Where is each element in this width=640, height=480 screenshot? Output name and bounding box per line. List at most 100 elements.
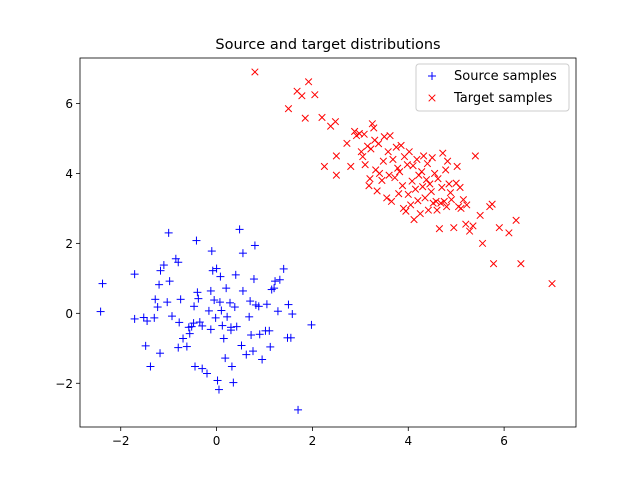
target-point — [465, 227, 474, 235]
source-point — [156, 266, 165, 275]
source-point — [146, 362, 155, 371]
source-point — [206, 286, 215, 295]
source-point — [307, 320, 316, 329]
source-point — [288, 310, 297, 319]
target-point — [251, 68, 259, 76]
target-point — [411, 185, 420, 193]
source-point — [275, 275, 284, 284]
source-point — [130, 270, 139, 279]
y-axis: −2 0 2 4 6 — [55, 97, 80, 391]
plot-area — [80, 58, 576, 427]
target-point — [357, 148, 365, 156]
target-point — [421, 194, 429, 202]
target-point — [378, 176, 386, 185]
source-point — [210, 296, 219, 305]
target-point — [422, 176, 431, 184]
target-point — [445, 180, 453, 188]
source-point — [204, 306, 213, 315]
source-point — [198, 364, 207, 373]
source-point — [96, 307, 105, 316]
x-tick-label: −2 — [112, 434, 130, 448]
target-point — [332, 171, 341, 179]
source-point — [249, 275, 258, 284]
target-point — [462, 220, 470, 228]
source-point — [159, 261, 168, 270]
target-point — [435, 225, 444, 233]
target-point — [450, 223, 458, 232]
source-point — [190, 302, 199, 311]
target-point — [343, 139, 351, 147]
target-point — [301, 114, 309, 122]
target-point — [517, 260, 525, 268]
target-point — [298, 92, 306, 100]
target-point — [403, 161, 411, 169]
source-point — [168, 312, 177, 321]
target-point — [380, 133, 388, 141]
target-point — [389, 155, 397, 164]
source-point — [175, 318, 184, 327]
target-point — [416, 209, 424, 218]
source-point — [271, 277, 280, 286]
target-point — [395, 190, 403, 198]
x-tick-label: 4 — [404, 434, 412, 448]
source-point — [211, 313, 220, 322]
target-point — [318, 113, 326, 122]
source-point — [153, 303, 162, 312]
target-point — [469, 222, 477, 230]
target-point — [495, 223, 503, 232]
target-point — [347, 162, 355, 171]
source-point — [286, 333, 295, 342]
target-point — [407, 201, 415, 209]
x-tick-label: 2 — [309, 434, 317, 448]
source-point — [202, 369, 211, 378]
target-point — [418, 183, 427, 191]
source-point — [245, 312, 254, 321]
target-point — [505, 229, 513, 237]
target-point — [360, 130, 368, 138]
target-point — [414, 197, 422, 205]
target-point — [463, 201, 471, 209]
source-point — [219, 334, 228, 343]
target-point — [471, 152, 480, 160]
source-point — [98, 279, 107, 288]
target-point — [424, 206, 433, 214]
target-point — [453, 162, 461, 171]
source-point — [182, 342, 191, 351]
source-point — [270, 284, 279, 293]
source-point — [218, 321, 227, 330]
target-point — [413, 155, 421, 164]
legend-label-source: Source samples — [454, 69, 557, 84]
legend: Source samples Target samples — [415, 63, 570, 112]
target-point — [548, 279, 556, 288]
source-point — [232, 322, 241, 331]
source-point — [262, 300, 271, 309]
source-point — [279, 264, 288, 273]
target-point — [456, 183, 464, 192]
target-point — [395, 168, 404, 176]
source-point — [223, 312, 232, 321]
y-tick-label: 0 — [65, 307, 73, 321]
target-point — [430, 169, 439, 178]
source-point — [187, 322, 196, 331]
target-point — [439, 149, 447, 157]
source-point — [242, 350, 251, 359]
y-tick-label: −2 — [55, 377, 73, 391]
source-point — [226, 323, 235, 332]
source-point — [217, 306, 226, 315]
source-point — [273, 307, 282, 316]
target-point — [361, 161, 369, 169]
target-point — [428, 154, 436, 162]
y-tick-label: 4 — [65, 167, 73, 181]
source-point — [212, 264, 221, 273]
target-point — [350, 127, 359, 136]
target-point — [438, 183, 446, 192]
source-point — [235, 225, 244, 234]
data-points — [96, 68, 556, 414]
source-point — [208, 266, 217, 275]
source-point — [250, 241, 259, 250]
target-point — [459, 196, 468, 204]
source-point — [198, 321, 207, 330]
source-point — [213, 376, 222, 385]
source-point — [163, 298, 172, 307]
target-point — [489, 260, 498, 268]
